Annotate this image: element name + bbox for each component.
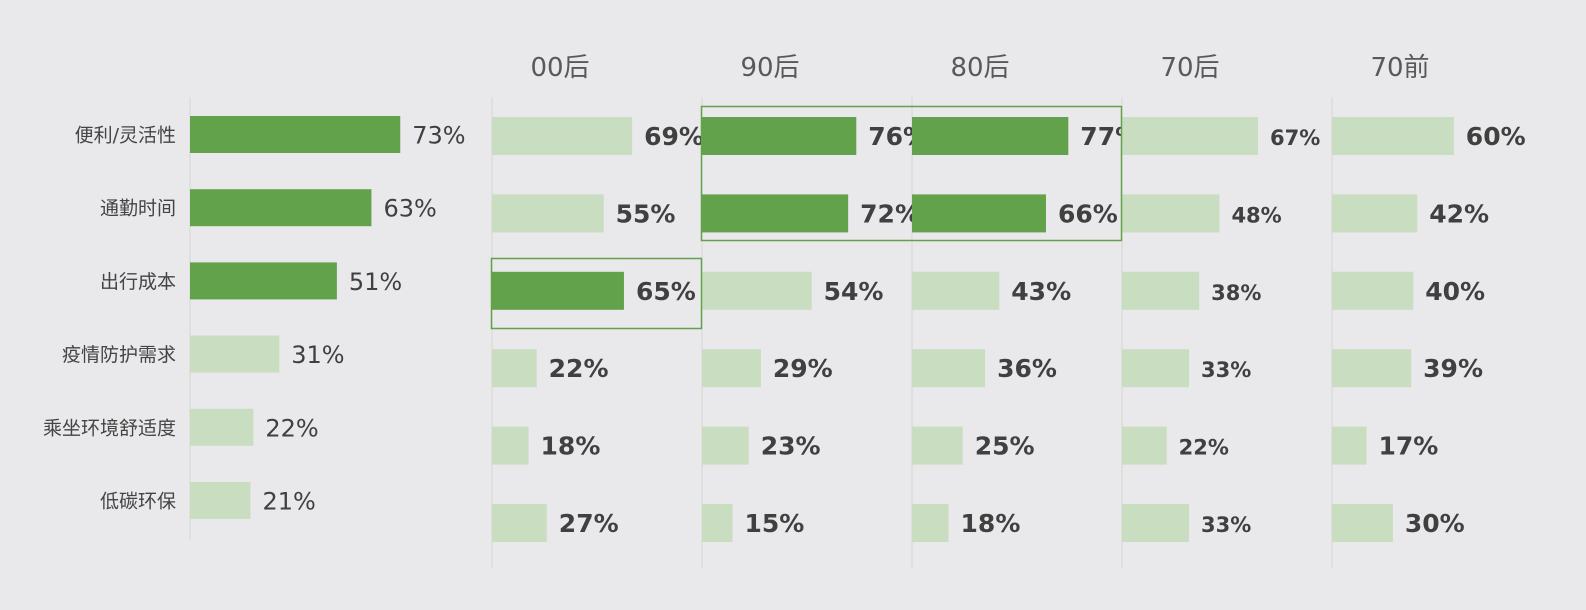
value-label: 22% [549, 354, 609, 383]
bar [702, 271, 812, 310]
value-label: 73% [412, 122, 465, 150]
panel-title: 80后 [950, 53, 1009, 83]
bar [912, 271, 1000, 310]
value-label: 33% [1201, 513, 1251, 537]
bar [1122, 194, 1220, 233]
value-label: 39% [1423, 354, 1483, 383]
value-label: 21% [262, 488, 315, 516]
bar [912, 426, 963, 465]
highlight-box [700, 105, 1123, 242]
value-label: 38% [1211, 281, 1261, 305]
value-label: 27% [559, 509, 619, 538]
bar [190, 189, 372, 227]
value-label: 36% [997, 354, 1057, 383]
value-label: 22% [265, 414, 318, 442]
value-label: 42% [1429, 199, 1489, 228]
panel-title: 90后 [740, 53, 799, 83]
bar [702, 194, 849, 233]
value-label: 15% [744, 509, 804, 538]
bar [702, 117, 857, 155]
bar [912, 117, 1069, 155]
bar [1122, 349, 1189, 388]
bar [1332, 426, 1367, 465]
bar [1122, 117, 1259, 155]
panel-title: 70后 [1160, 53, 1219, 83]
value-label: 69% [644, 122, 704, 151]
bar [190, 262, 337, 300]
category-label: 出行成本 [100, 271, 176, 293]
bar [190, 335, 280, 373]
bar [492, 117, 633, 155]
bar [190, 116, 401, 153]
value-label: 48% [1231, 203, 1281, 227]
value-label: 30% [1405, 509, 1465, 538]
bar [1332, 271, 1414, 310]
bar [1122, 271, 1200, 310]
highlight-box [490, 257, 703, 330]
value-label: 40% [1425, 277, 1485, 306]
panel-title: 70前 [1370, 53, 1429, 83]
value-label: 17% [1379, 432, 1439, 461]
bar [190, 408, 254, 446]
bar [492, 426, 529, 465]
bar [492, 271, 624, 310]
value-label: 22% [1179, 436, 1229, 460]
bar [492, 194, 604, 233]
value-label: 63% [383, 195, 436, 223]
bar [492, 349, 537, 388]
bar [1332, 194, 1418, 233]
value-label: 65% [636, 277, 696, 306]
bar [1122, 504, 1189, 542]
bar [702, 426, 749, 465]
value-label: 33% [1201, 358, 1251, 382]
bar [702, 349, 761, 388]
value-label: 51% [349, 268, 402, 296]
value-label: 23% [761, 432, 821, 461]
bar [912, 504, 949, 542]
bar [1332, 117, 1454, 155]
value-label: 67% [1270, 126, 1320, 150]
value-label: 60% [1466, 122, 1526, 151]
bar [1332, 504, 1393, 542]
category-label: 疫情防护需求 [62, 344, 176, 366]
bar [912, 349, 986, 388]
bar [912, 194, 1046, 233]
value-label: 54% [824, 277, 884, 306]
bar [1122, 426, 1167, 465]
value-label: 72% [860, 199, 920, 228]
category-label: 通勤时间 [100, 198, 176, 220]
bar [190, 482, 251, 519]
value-label: 18% [961, 509, 1021, 538]
bar [492, 504, 547, 542]
value-label: 31% [291, 341, 344, 369]
value-label: 25% [975, 432, 1035, 461]
panel-title: 00后 [530, 53, 589, 83]
category-label: 乘坐环境舒适度 [43, 417, 176, 439]
value-label: 43% [1011, 277, 1071, 306]
bar [1332, 349, 1412, 388]
value-label: 66% [1058, 199, 1118, 228]
value-label: 55% [616, 199, 676, 228]
value-label: 18% [541, 432, 601, 461]
category-label: 便利/灵活性 [75, 125, 176, 147]
bar [702, 504, 733, 542]
value-label: 29% [773, 354, 833, 383]
category-label: 低碳环保 [100, 491, 176, 513]
